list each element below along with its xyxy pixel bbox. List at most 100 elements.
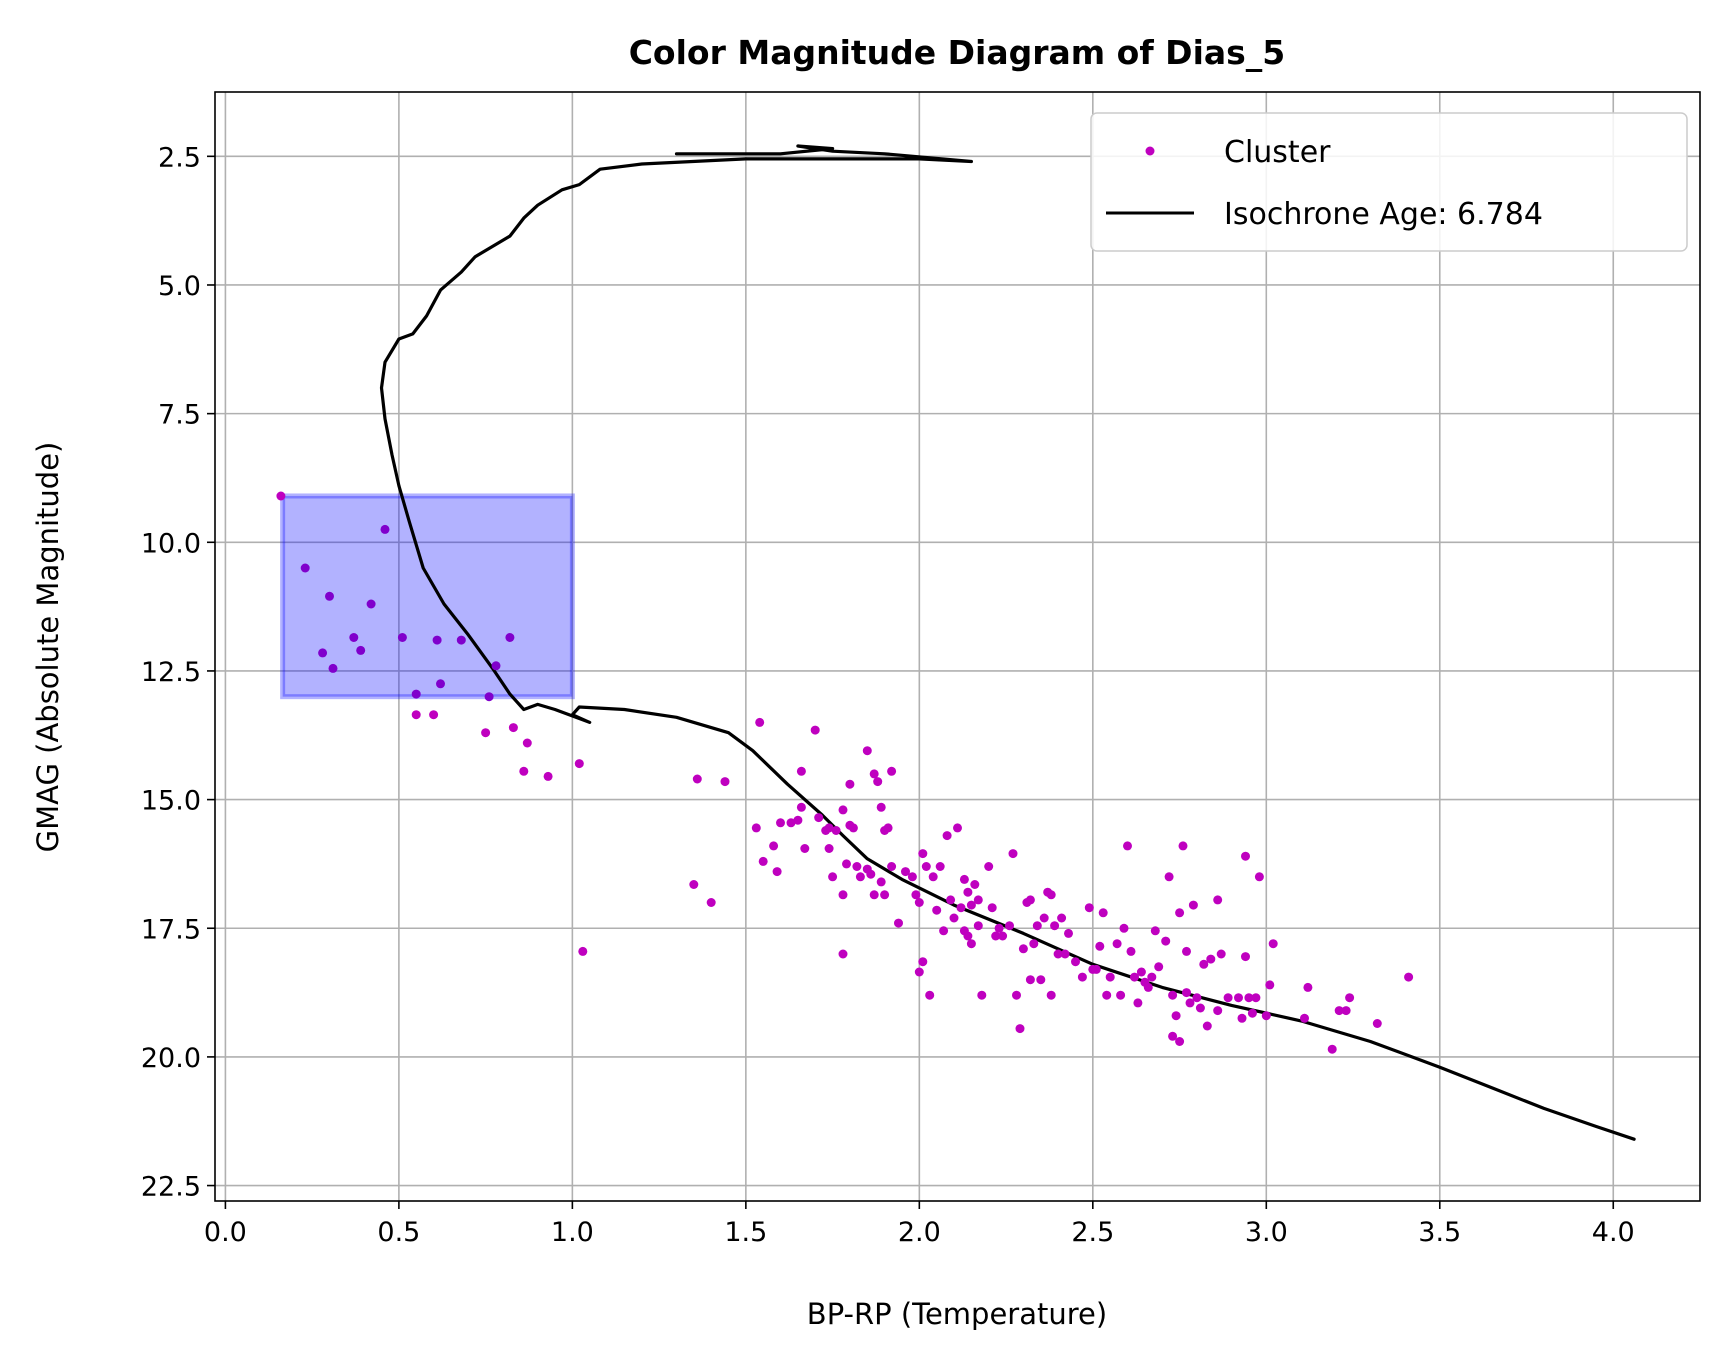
cluster-point-31 xyxy=(755,717,765,727)
cluster-point-45 xyxy=(824,844,834,853)
cluster-point-27 xyxy=(692,774,702,784)
cluster-point-118 xyxy=(1046,990,1056,1000)
cluster-point-123 xyxy=(1064,928,1073,938)
cluster-point-77 xyxy=(918,849,928,859)
x-tick-label-8: 4.0 xyxy=(1592,1217,1635,1248)
cluster-point-3 xyxy=(318,648,328,658)
cluster-point-54 xyxy=(848,823,858,833)
cluster-point-152 xyxy=(1175,1037,1185,1046)
cluster-point-160 xyxy=(1199,959,1209,969)
cluster-point-111 xyxy=(1025,975,1035,985)
cluster-point-133 xyxy=(1112,939,1122,949)
cluster-point-2 xyxy=(325,591,334,601)
cluster-point-40 xyxy=(800,844,810,853)
cluster-point-158 xyxy=(1192,993,1202,1003)
legend-cluster-label: Cluster xyxy=(1224,135,1331,170)
cluster-point-38 xyxy=(796,802,806,812)
cluster-point-149 xyxy=(1168,990,1178,1000)
cluster-point-71 xyxy=(901,867,910,877)
cluster-point-86 xyxy=(949,913,959,923)
cluster-point-117 xyxy=(1046,890,1056,900)
cluster-point-165 xyxy=(1216,949,1226,959)
cluster-point-26 xyxy=(689,880,699,889)
cluster-point-29 xyxy=(720,777,730,787)
cluster-point-119 xyxy=(1050,921,1060,931)
cluster-point-30 xyxy=(751,823,761,833)
cluster-point-167 xyxy=(1234,993,1243,1003)
cluster-point-121 xyxy=(1057,913,1067,923)
cluster-point-34 xyxy=(772,867,782,877)
cluster-point-114 xyxy=(1036,975,1046,985)
cluster-point-16 xyxy=(505,633,515,642)
cluster-point-179 xyxy=(1303,982,1313,992)
cluster-point-100 xyxy=(987,903,997,913)
cluster-point-146 xyxy=(1161,936,1171,946)
cluster-point-172 xyxy=(1247,1008,1257,1018)
cluster-point-15 xyxy=(491,661,501,671)
cluster-point-159 xyxy=(1195,1003,1205,1013)
cluster-point-166 xyxy=(1223,993,1233,1003)
cluster-point-155 xyxy=(1182,946,1191,956)
cluster-point-110 xyxy=(1025,895,1035,905)
cluster-point-4 xyxy=(328,663,338,673)
cluster-point-5 xyxy=(349,633,359,642)
cluster-point-0 xyxy=(276,491,286,501)
cluster-point-176 xyxy=(1265,980,1275,990)
cluster-point-103 xyxy=(998,931,1008,941)
legend-box xyxy=(1090,112,1688,252)
cluster-point-62 xyxy=(873,777,883,787)
cluster-point-12 xyxy=(436,679,445,689)
cluster-point-161 xyxy=(1202,1021,1212,1031)
cluster-point-185 xyxy=(1404,972,1414,982)
cluster-point-76 xyxy=(918,957,928,967)
cluster-point-120 xyxy=(1053,949,1063,959)
cluster-point-24 xyxy=(574,759,584,769)
cluster-point-22 xyxy=(522,738,532,748)
cluster-point-94 xyxy=(966,939,976,949)
x-tick-label-1: 0.5 xyxy=(377,1217,420,1248)
cluster-point-106 xyxy=(1012,990,1021,1000)
cluster-point-98 xyxy=(977,990,987,1000)
y-tick-label-3: 10.0 xyxy=(141,528,201,559)
cluster-point-125 xyxy=(1077,972,1087,982)
cluster-point-148 xyxy=(1168,1031,1178,1041)
cluster-point-64 xyxy=(876,802,886,812)
cluster-point-177 xyxy=(1268,939,1278,949)
cluster-point-66 xyxy=(880,890,890,900)
cluster-point-51 xyxy=(838,949,848,959)
x-tick-label-3: 1.5 xyxy=(724,1217,767,1248)
cluster-point-97 xyxy=(973,895,983,905)
cluster-point-101 xyxy=(991,931,1001,941)
cluster-point-87 xyxy=(953,823,962,833)
cluster-point-136 xyxy=(1123,841,1132,851)
cluster-point-49 xyxy=(838,890,848,900)
cluster-point-96 xyxy=(973,921,983,931)
cluster-point-170 xyxy=(1241,851,1250,861)
cluster-point-102 xyxy=(994,923,1004,933)
cluster-point-7 xyxy=(366,599,376,609)
cluster-point-33 xyxy=(769,841,779,851)
cluster-point-112 xyxy=(1029,939,1039,949)
cluster-point-138 xyxy=(1130,972,1139,982)
x-tick-label-6: 3.0 xyxy=(1245,1217,1288,1248)
cluster-point-63 xyxy=(876,877,886,887)
cluster-point-115 xyxy=(1039,913,1049,923)
y-tick-label-8: 22.5 xyxy=(141,1172,201,1203)
cluster-point-128 xyxy=(1091,964,1101,974)
cluster-point-56 xyxy=(855,872,865,882)
y-axis-label: GMAG (Absolute Magnitude) xyxy=(31,442,65,853)
cluster-point-151 xyxy=(1175,908,1185,918)
cluster-point-129 xyxy=(1095,941,1105,951)
cluster-point-48 xyxy=(838,805,848,815)
cluster-point-92 xyxy=(963,931,973,941)
cluster-point-60 xyxy=(869,769,879,779)
cluster-point-17 xyxy=(411,710,421,720)
cluster-point-153 xyxy=(1178,841,1188,851)
cluster-point-68 xyxy=(887,766,897,776)
cluster-point-8 xyxy=(380,524,390,534)
y-tick-label-7: 20.0 xyxy=(141,1043,201,1074)
x-ticks: 0.0 0.5 1.0 1.5 2.0 2.5 3.0 3.5 4.0 xyxy=(204,1201,1635,1248)
x-tick-label-4: 2.0 xyxy=(898,1217,941,1248)
y-tick-label-0: 2.5 xyxy=(158,142,201,173)
